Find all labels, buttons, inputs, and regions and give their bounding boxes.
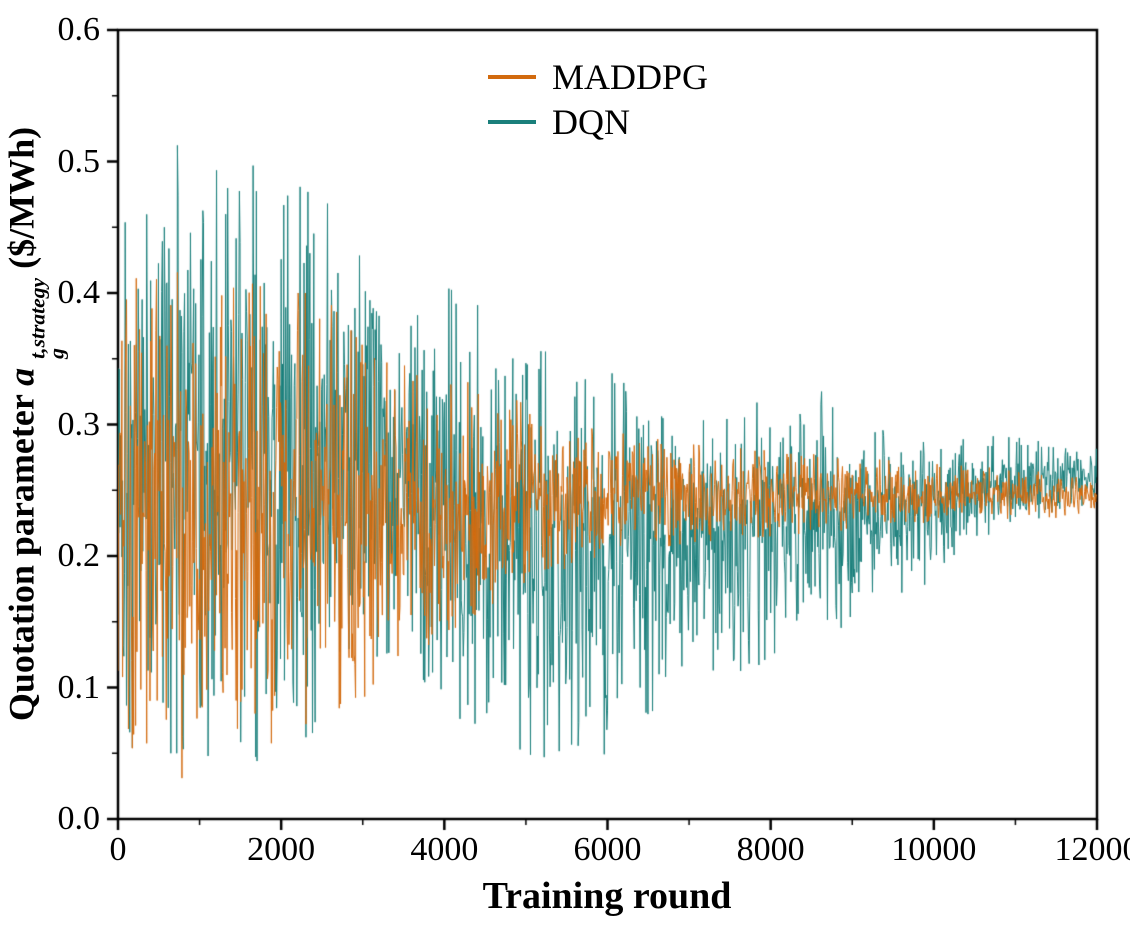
y-axis-symbol: a <box>1 367 42 386</box>
x-tick-label: 10000 <box>891 831 977 868</box>
x-tick-label: 4000 <box>410 831 479 868</box>
maddpg-line-swatch <box>488 74 536 79</box>
legend: MADDPG DQN <box>488 54 708 144</box>
x-tick-label: 6000 <box>573 831 642 868</box>
legend-label-maddpg: MADDPG <box>552 56 709 97</box>
y-tick-label: 0.0 <box>57 800 101 837</box>
x-tick-label: 0 <box>109 831 127 868</box>
y-tick-label: 0.5 <box>57 142 101 180</box>
y-tick-label: 0.1 <box>57 668 101 706</box>
legend-item-dqn: DQN <box>488 99 708 144</box>
y-tick-label: 0.6 <box>57 11 101 48</box>
dqn-line-swatch <box>488 119 536 124</box>
x-tick-label: 2000 <box>247 831 316 868</box>
x-tick-label: 8000 <box>736 831 805 868</box>
y-tick-label: 0.3 <box>57 405 101 443</box>
legend-item-maddpg: MADDPG <box>488 54 708 99</box>
legend-label-dqn: DQN <box>552 101 630 142</box>
y-tick-label: 0.4 <box>57 274 101 311</box>
x-axis-title: Training round <box>482 875 732 917</box>
y-tick-label: 0.2 <box>57 537 101 574</box>
